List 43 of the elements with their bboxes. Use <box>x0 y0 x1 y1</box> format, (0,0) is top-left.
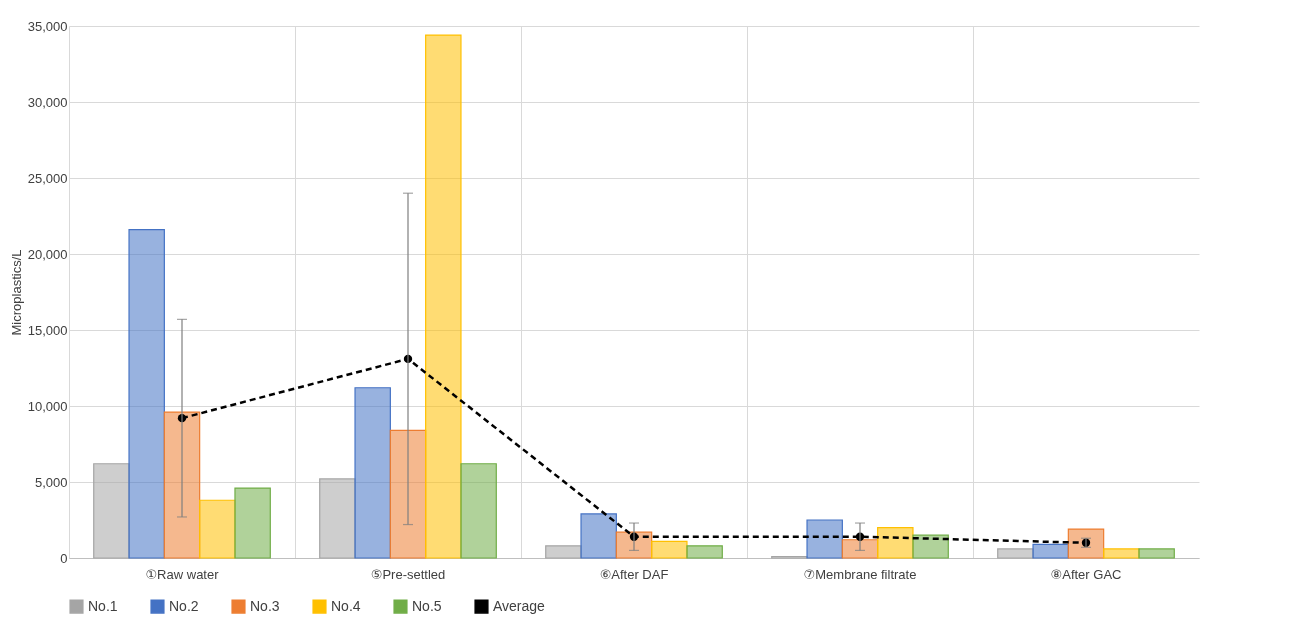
bar <box>354 387 391 559</box>
bar <box>877 527 914 559</box>
bar <box>997 548 1034 559</box>
y-tick-label: 15,000 <box>27 322 68 338</box>
y-tick-label: 0 <box>60 550 68 566</box>
bar <box>1138 548 1175 559</box>
y-tick-label: 5,000 <box>34 474 68 490</box>
bar <box>841 539 879 559</box>
bar <box>163 411 201 559</box>
bar <box>234 487 271 559</box>
legend-label: No.4 <box>331 597 361 614</box>
y-tick-label: 35,000 <box>27 18 68 34</box>
bar <box>912 534 949 559</box>
bar <box>425 34 462 559</box>
legend-label: No.2 <box>169 597 199 614</box>
bar <box>199 499 236 559</box>
y-tick-label: 30,000 <box>27 94 68 110</box>
y-axis-title: Microplastics/L <box>8 249 24 336</box>
bar <box>580 513 617 559</box>
bar <box>545 545 582 559</box>
x-tick-label: ⑤Pre-settled <box>370 566 446 582</box>
bar <box>686 545 723 559</box>
x-tick-label: ①Raw water <box>145 566 220 582</box>
x-tick-label: ⑦Membrane filtrate <box>803 566 917 582</box>
x-tick-label: ⑥After DAF <box>599 566 669 582</box>
bar <box>1103 548 1140 559</box>
x-tick-label: ⑧After GAC <box>1050 566 1122 582</box>
y-tick-label: 25,000 <box>27 170 68 186</box>
bar <box>806 519 843 559</box>
legend-label: No.1 <box>88 597 118 614</box>
bar <box>1032 543 1069 559</box>
legend-label: Average <box>493 597 546 614</box>
bar <box>460 463 497 559</box>
legend-label: No.5 <box>412 597 442 614</box>
bar <box>389 429 427 559</box>
legend-label: No.3 <box>250 597 280 614</box>
bar <box>128 229 165 559</box>
y-tick-label: 10,000 <box>27 398 68 414</box>
bar <box>319 478 356 559</box>
bar <box>93 463 130 559</box>
bar <box>1067 528 1105 559</box>
y-tick-label: 20,000 <box>27 246 68 262</box>
bar <box>651 540 688 559</box>
